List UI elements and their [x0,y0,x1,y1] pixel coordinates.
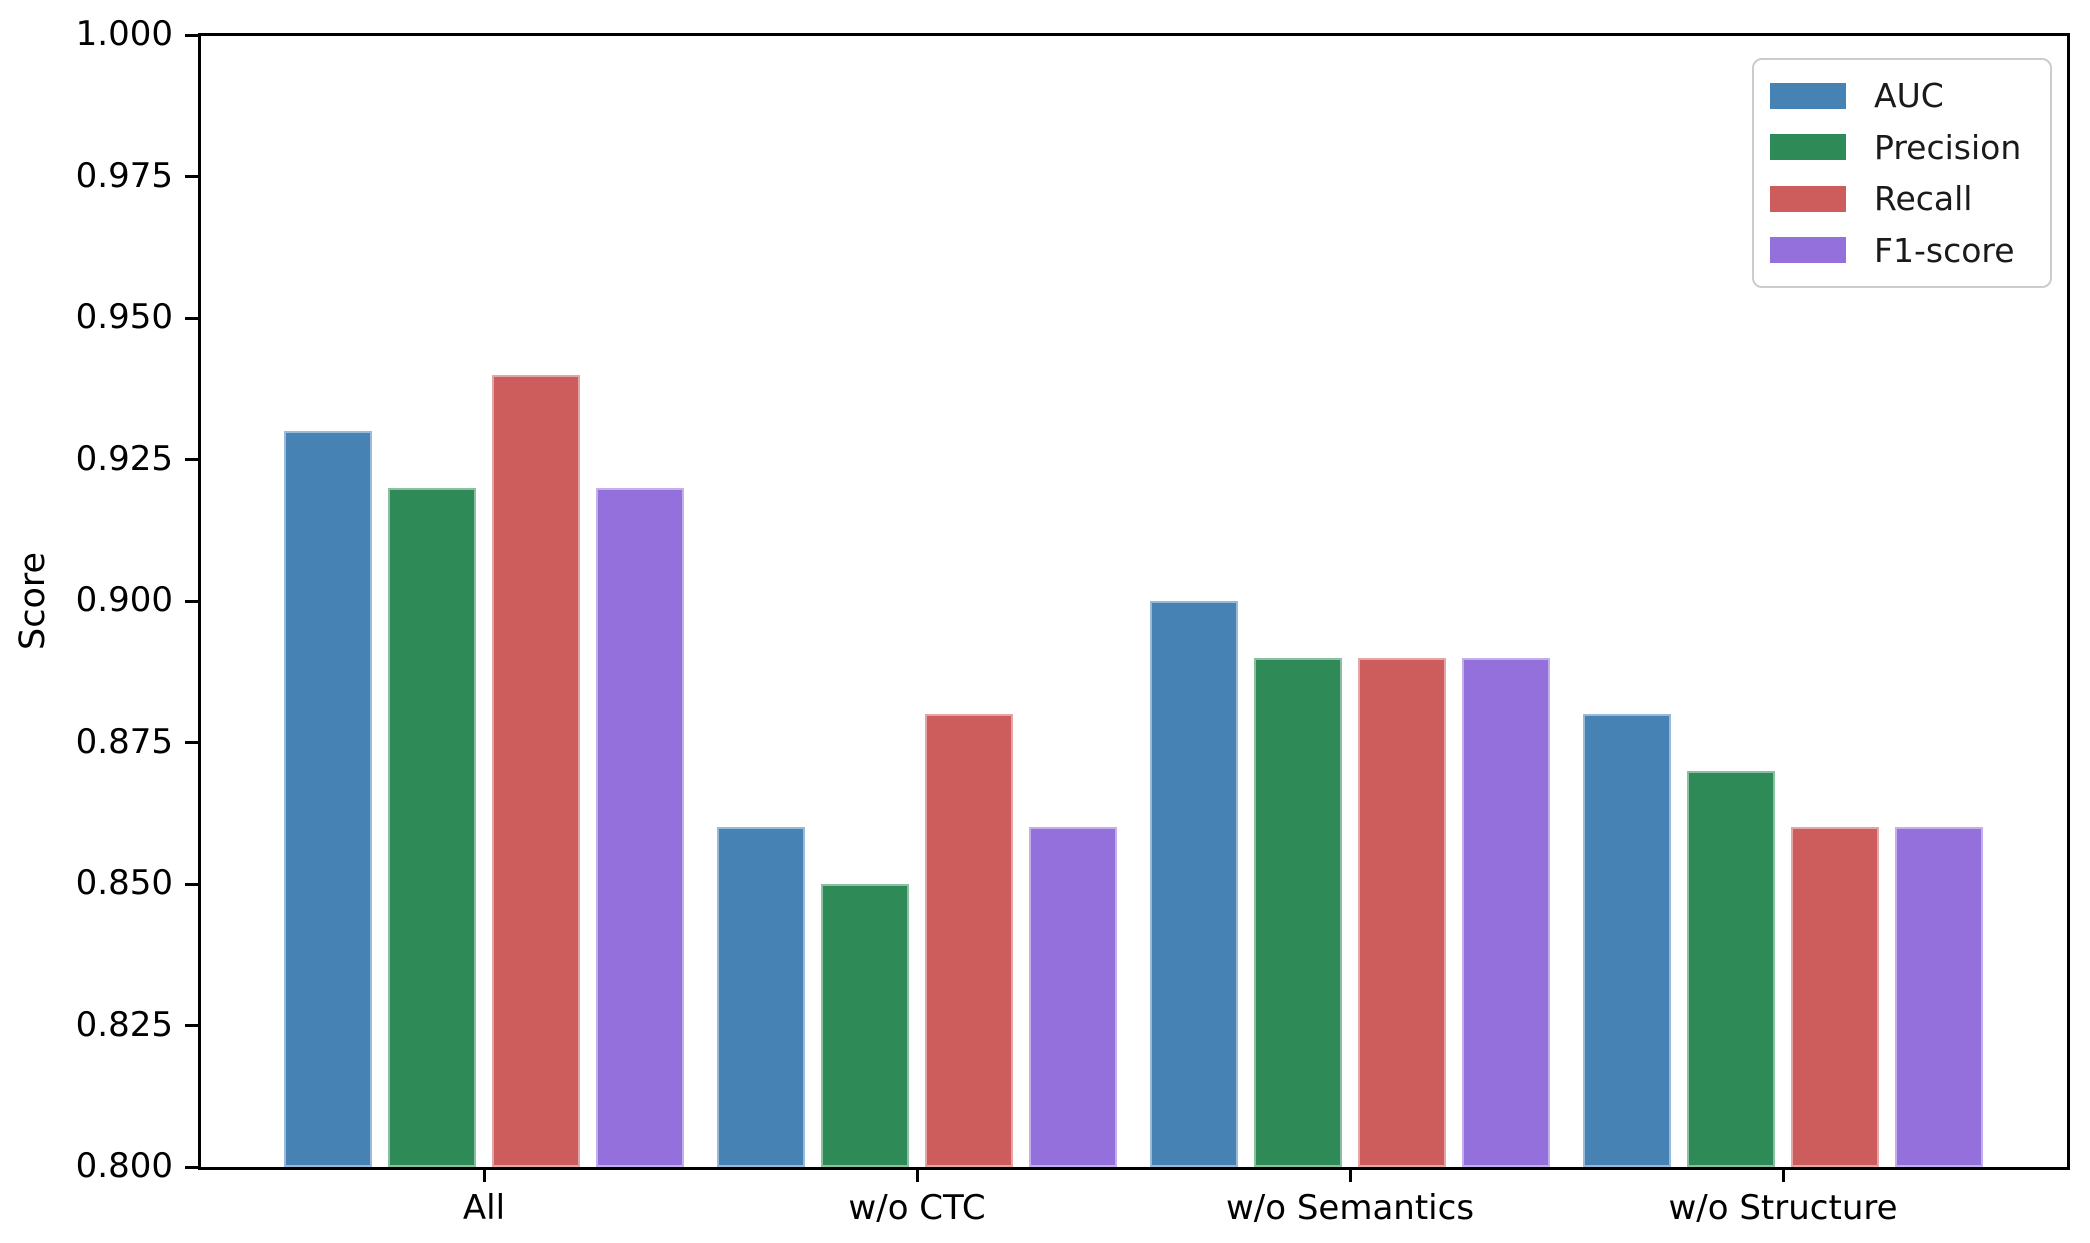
legend-item-precision: Precision [1768,122,2036,172]
y-tick-mark [185,175,198,178]
legend-swatch-precision [1770,134,1846,161]
bar-recall-0 [492,374,580,1167]
legend-label: AUC [1874,76,1944,116]
y-tick-mark [185,458,198,461]
legend: AUC Precision Recall F1-score [1752,58,2052,288]
legend-swatch-recall [1770,185,1846,212]
x-tick-mark [1348,1169,1352,1182]
y-tick-mark [185,33,198,37]
legend-label: F1-score [1874,230,2015,270]
legend-label: Recall [1874,179,1973,219]
bar-recall-3 [1791,827,1879,1167]
x-tick-mark [1781,1169,1785,1182]
bar-auc-1 [717,827,805,1167]
y-tick-label: 0.875 [75,721,173,762]
x-tick-label-0: All [462,1188,506,1228]
y-tick-label: 0.825 [75,1004,173,1045]
bar-precision-2 [1254,657,1342,1167]
y-tick-label: 0.925 [75,438,173,479]
y-tick-mark [185,1024,198,1027]
bar-precision-1 [821,884,909,1167]
bar-precision-0 [388,487,476,1167]
bar-recall-2 [1358,657,1446,1167]
y-tick-mark [185,316,198,320]
bar-precision-3 [1687,770,1775,1167]
y-tick-label: 0.950 [75,297,173,338]
y-tick-label: 0.900 [75,580,173,621]
y-tick-mark [185,1165,198,1169]
bar-f1-score-1 [1029,827,1117,1167]
x-tick-mark [482,1169,486,1182]
y-tick-label: 0.850 [75,863,173,904]
bar-f1-score-0 [596,487,684,1167]
bar-f1-score-2 [1462,657,1550,1167]
legend-swatch-f1-score [1770,237,1846,264]
bar-f1-score-3 [1895,827,1983,1167]
x-tick-label-2: w/o Semantics [1225,1188,1475,1228]
bar-auc-2 [1150,601,1238,1167]
legend-swatch-auc [1770,82,1846,109]
y-tick-mark [185,882,198,886]
bar-recall-1 [925,714,1013,1167]
x-tick-label-3: w/o Structure [1668,1188,1898,1228]
x-tick-mark [915,1169,919,1182]
y-tick-label: 0.800 [75,1146,173,1187]
legend-item-recall: Recall [1768,174,2036,224]
legend-label: Precision [1874,127,2022,167]
y-tick-mark [185,599,198,603]
legend-item-auc: AUC [1768,71,2036,121]
y-tick-label: 1.000 [75,14,173,55]
legend-item-f1-score: F1-score [1768,225,2036,275]
bar-auc-3 [1583,714,1671,1167]
x-tick-label-1: w/o CTC [848,1188,986,1228]
y-tick-mark [185,741,198,744]
bar-auc-0 [284,431,372,1167]
y-tick-label: 0.975 [75,155,173,196]
